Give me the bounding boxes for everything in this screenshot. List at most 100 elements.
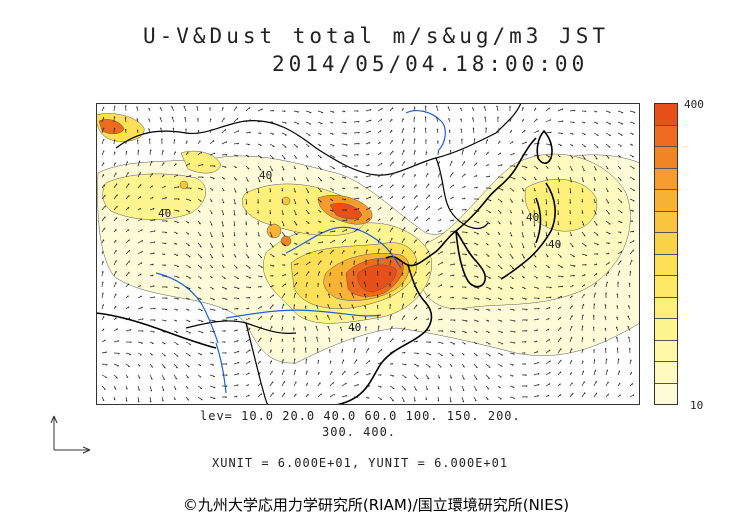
wind-arrow-head <box>237 130 240 132</box>
wind-arrow <box>581 314 584 321</box>
wind-arrow <box>317 198 322 203</box>
wind-arrow <box>364 270 367 277</box>
wind-arrow-head <box>605 347 607 350</box>
wind-arrow-head <box>537 130 539 133</box>
wind-arrow-head <box>524 129 526 132</box>
colorbar-min-label: 10 <box>690 399 704 412</box>
wind-arrow-head <box>450 365 453 367</box>
wind-arrow-head <box>573 275 575 277</box>
wind-arrow-head <box>282 315 284 317</box>
wind-arrow <box>593 165 597 171</box>
wind-arrow-head <box>549 371 551 374</box>
wind-arrow-head <box>366 336 368 339</box>
wind-arrow <box>569 242 574 248</box>
wind-arrow-head <box>234 256 237 258</box>
wind-arrow <box>281 315 284 321</box>
wind-arrow <box>209 152 216 156</box>
wind-arrow <box>269 154 275 160</box>
wind-arrow-head <box>425 127 427 130</box>
wind-arrow <box>365 185 372 189</box>
wind-arrow-head <box>294 167 296 170</box>
wind-arrow-head <box>247 168 250 170</box>
wind-arrow <box>593 369 596 376</box>
wind-arrow-head <box>557 223 559 226</box>
wind-arrow <box>305 370 308 376</box>
wind-arrow <box>605 220 611 225</box>
wind-arrow-head <box>271 246 274 248</box>
wind-arrow-head <box>391 363 394 365</box>
wind-arrow <box>557 120 564 123</box>
wind-arrow <box>389 385 395 389</box>
wind-arrow <box>401 303 404 310</box>
wind-arrow-head <box>513 331 516 333</box>
wind-arrow <box>197 264 203 269</box>
wind-arrow <box>173 220 179 223</box>
wind-arrow <box>101 116 105 123</box>
wind-arrow <box>593 231 599 236</box>
wind-arrow <box>137 218 142 222</box>
wind-arrow-head <box>534 246 536 248</box>
wind-arrow-head <box>453 230 456 233</box>
wind-arrow-head <box>247 257 250 259</box>
wind-arrow <box>557 176 561 182</box>
wind-arrow <box>281 220 285 227</box>
wind-arrow-head <box>185 128 188 131</box>
unit-scale: XUNIT = 6.000E+01, YUNIT = 6.000E+01 <box>212 456 509 470</box>
wind-arrow-head <box>141 330 144 332</box>
wind-arrow <box>617 260 622 266</box>
wind-arrow <box>377 336 381 343</box>
wind-arrow-head <box>536 329 538 332</box>
wind-arrow <box>509 198 514 203</box>
wind-arrow-head <box>141 251 143 253</box>
wind-arrow <box>353 348 356 354</box>
wind-arrow <box>339 315 343 321</box>
wind-arrow <box>533 286 539 289</box>
wind-arrow <box>185 264 191 269</box>
wind-arrow <box>569 325 573 332</box>
wind-arrow <box>149 241 156 244</box>
wind-arrow <box>509 264 514 269</box>
wind-arrow-head <box>341 338 343 341</box>
wind-arrow <box>593 282 597 288</box>
wind-arrow <box>125 396 128 402</box>
wind-arrow <box>485 198 492 201</box>
wind-arrow-head <box>368 164 370 167</box>
wind-arrow-head <box>561 120 564 123</box>
wind-arrow <box>629 259 633 266</box>
wind-arrow-head <box>534 256 537 258</box>
wind-arrow <box>629 394 635 398</box>
wind-arrow-head <box>369 207 371 209</box>
wind-arrow-head <box>282 348 284 351</box>
wind-arrow <box>161 150 164 156</box>
wind-arrow <box>581 370 584 376</box>
wind-arrow-head <box>533 189 536 192</box>
wind-arrow <box>305 209 310 215</box>
wind-arrow <box>533 165 539 169</box>
wind-arrow <box>245 198 248 205</box>
wind-arrow <box>545 338 550 343</box>
wind-arrow <box>437 284 443 288</box>
wind-arrow <box>137 239 143 244</box>
wind-arrow-head <box>339 292 342 295</box>
wind-arrow-head <box>593 349 595 351</box>
wind-arrow <box>437 161 440 167</box>
wind-arrow-head <box>377 270 379 273</box>
wind-arrow-head <box>257 201 259 204</box>
wind-arrow <box>413 396 416 402</box>
wind-arrow <box>209 319 216 322</box>
wind-arrow-head <box>462 400 465 403</box>
wind-arrow <box>341 219 348 222</box>
wind-arrow-head <box>365 259 368 262</box>
wind-arrow-head <box>259 169 262 171</box>
wind-arrow <box>557 275 564 277</box>
wind-arrow <box>341 165 347 168</box>
wind-arrow <box>137 262 143 266</box>
wind-arrow <box>221 128 226 134</box>
wind-arrow-head <box>537 384 540 386</box>
wind-arrow-head <box>125 388 128 390</box>
wind-arrow-head <box>369 130 371 133</box>
wind-arrow-head <box>573 265 576 267</box>
wind-arrow <box>557 253 562 258</box>
wind-arrow <box>173 352 179 357</box>
wind-arrow <box>533 209 536 216</box>
